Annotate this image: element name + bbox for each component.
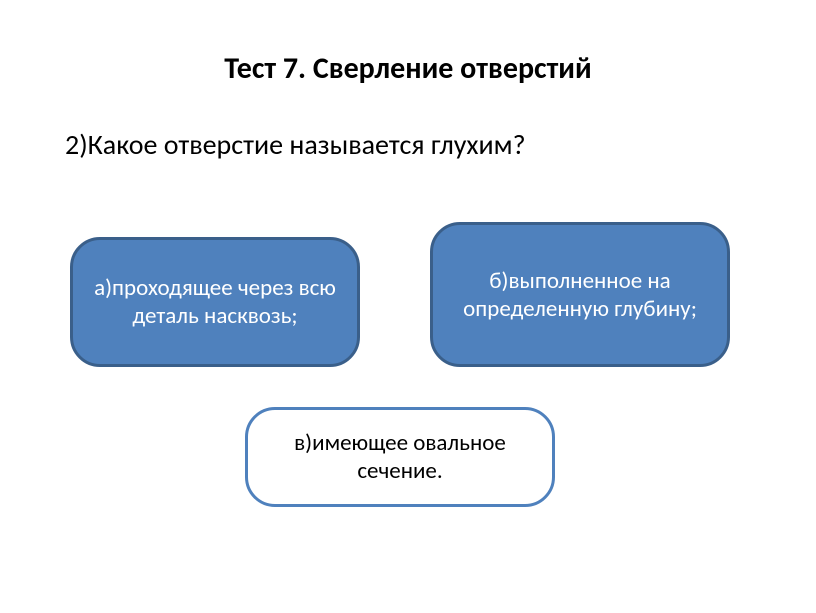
option-b-button[interactable]: б)выполненное на определенную глубину; (430, 222, 730, 367)
option-a-button[interactable]: а)проходящее через всю деталь насквозь; (70, 237, 360, 367)
option-b-text: б)выполненное на определенную глубину; (453, 267, 707, 323)
options-container: а)проходящее через всю деталь насквозь; … (0, 192, 816, 542)
question-text: 2)Какое отверстие называется глухим? (0, 87, 816, 162)
option-c-text: в)имеющее овальное сечение. (268, 429, 532, 485)
option-c-button[interactable]: в)имеющее овальное сечение. (245, 407, 555, 507)
test-title: Тест 7. Сверление отверстий (0, 0, 816, 87)
option-a-text: а)проходящее через всю деталь насквозь; (93, 274, 337, 330)
